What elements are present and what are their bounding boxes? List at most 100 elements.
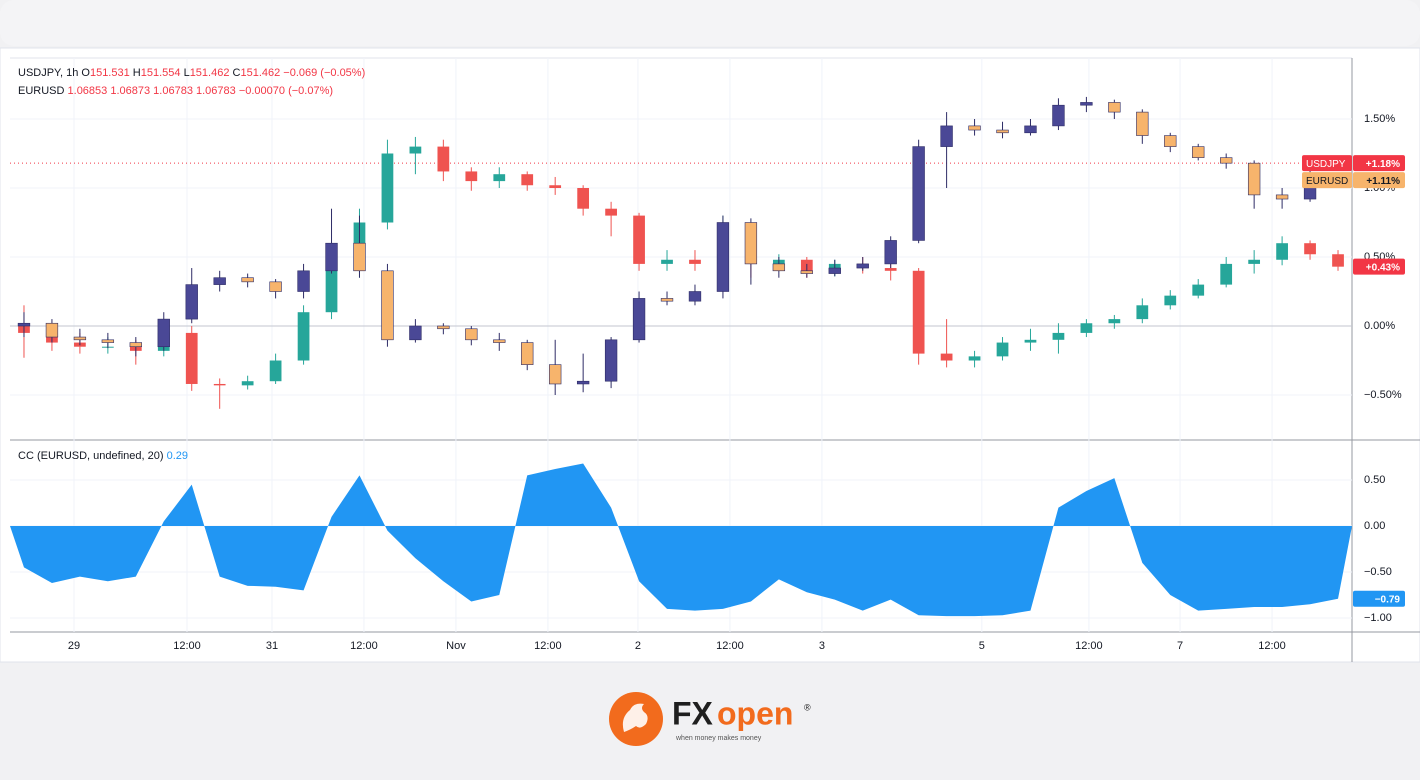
- candle-body: [1275, 194, 1289, 200]
- x-tick-label: 5: [979, 640, 985, 652]
- x-tick-label: 12:00: [1075, 640, 1103, 652]
- legend-line: EURUSD 1.06853 1.06873 1.06783 1.06783 −…: [18, 85, 333, 97]
- candle-body: [409, 325, 422, 341]
- candle-body: [465, 171, 478, 182]
- brand-tagline: when money makes money: [675, 735, 762, 742]
- price-box-name-text: USDJPY: [1306, 159, 1346, 170]
- candle-body: [1108, 319, 1121, 324]
- legend-line: USDJPY, 1h O151.531 H151.554 L151.462 C1…: [18, 67, 365, 79]
- candle-body: [800, 270, 813, 274]
- candle-body: [17, 322, 31, 327]
- candle-body: [157, 318, 170, 348]
- candle-body: [716, 222, 730, 292]
- candle-body: [381, 153, 394, 223]
- price-box-text: +1.18%: [1366, 159, 1400, 170]
- candle-body: [632, 298, 646, 341]
- candle-body: [297, 312, 310, 361]
- candle-body: [912, 146, 925, 241]
- candle-body: [1164, 295, 1177, 306]
- candle-body: [1080, 323, 1093, 333]
- candle-body: [996, 129, 1009, 134]
- candle-body: [940, 125, 953, 147]
- x-tick-label: 31: [266, 640, 278, 652]
- x-tick-label: 12:00: [1258, 640, 1286, 652]
- top-bar: [0, 0, 1420, 46]
- legend-change: −0.069 (−0.05%): [283, 67, 365, 79]
- indicator-value-text: −0.79: [1375, 594, 1401, 605]
- logo-icon: [622, 703, 648, 732]
- candle-body: [185, 284, 198, 320]
- candle-body: [325, 242, 338, 272]
- candle-body: [185, 332, 198, 384]
- candle-body: [269, 281, 282, 292]
- candle-body: [660, 298, 674, 302]
- indicator-legend-part: 0.29: [167, 450, 188, 462]
- price-box-name: [1302, 172, 1352, 189]
- candle-body: [1136, 305, 1149, 320]
- labels: 29 12:00 31 12:00 Nov 12:00 2 12:00 3 5 12:00 7 12:0…: [18, 67, 1405, 652]
- y-tick-label: −0.50%: [1364, 389, 1402, 401]
- candle-body: [493, 339, 506, 343]
- candle-body: [940, 353, 953, 361]
- candle-body: [605, 208, 617, 216]
- y-tick-label: 0.00: [1364, 520, 1385, 532]
- candle-body: [549, 185, 562, 189]
- candle-body: [213, 383, 226, 386]
- x-tick-label: 2: [635, 640, 641, 652]
- candle-body: [1276, 243, 1288, 260]
- candle-body: [241, 277, 254, 283]
- price-box: [1353, 172, 1405, 189]
- candle-body: [996, 342, 1009, 357]
- candle-body: [912, 270, 925, 354]
- candle-body: [1248, 259, 1261, 264]
- legend-value: 1.06873: [110, 85, 150, 97]
- candle-body: [437, 146, 450, 172]
- candle-body: [576, 380, 590, 385]
- candle-body: [1164, 135, 1177, 147]
- candle-body: [129, 342, 142, 348]
- legend-symbol: USDJPY, 1h: [18, 67, 78, 79]
- price-box-name: [1302, 155, 1352, 172]
- candle-body: [1332, 254, 1344, 267]
- candle-body: [549, 364, 562, 385]
- candle-body: [521, 342, 534, 365]
- candle-body: [521, 174, 534, 186]
- candle-body: [269, 360, 282, 382]
- x-tick-label: 29: [68, 640, 80, 652]
- legend-value: 1.06783: [153, 85, 193, 97]
- candle-body: [604, 339, 618, 382]
- legend-value: 151.462: [190, 67, 230, 79]
- candle-body: [633, 215, 645, 264]
- legend-value: 151.531: [90, 67, 130, 79]
- candle-body: [45, 322, 59, 338]
- candle-body: [1192, 284, 1205, 296]
- indicator-area: [10, 463, 1352, 617]
- price-box-text: +0.43%: [1366, 262, 1400, 273]
- legend-value: 151.554: [141, 67, 181, 79]
- candle-body: [772, 263, 786, 272]
- candle-body: [688, 291, 702, 302]
- legend-key: L: [184, 67, 190, 79]
- legend-value: 1.06853: [68, 85, 108, 97]
- legend-change: −0.00070 (−0.07%): [239, 85, 333, 97]
- indicator-legend: CC (EURUSD, undefined, 20) 0.29: [18, 450, 188, 462]
- y-tick-label: 0.50: [1364, 474, 1385, 486]
- brand-fx: FX: [672, 695, 714, 731]
- candle-body: [884, 268, 897, 271]
- candle-body: [101, 339, 115, 343]
- price-box: [1353, 155, 1405, 172]
- footer-logo: FX open ® when money makes money: [609, 692, 811, 746]
- indicator-value-box: [1353, 590, 1405, 607]
- legend-value: 151.462: [240, 67, 280, 79]
- candle-body: [73, 336, 87, 341]
- price-box-text: +1.11%: [1366, 176, 1400, 187]
- candle-body: [325, 270, 338, 313]
- brand-mark: ®: [804, 702, 811, 712]
- price-box-name-text: EURUSD: [1306, 176, 1348, 187]
- candle-body: [353, 242, 366, 272]
- candle-body: [856, 263, 869, 269]
- candle-body: [1220, 263, 1233, 285]
- candle-body: [1220, 157, 1233, 164]
- candle-body: [437, 325, 450, 330]
